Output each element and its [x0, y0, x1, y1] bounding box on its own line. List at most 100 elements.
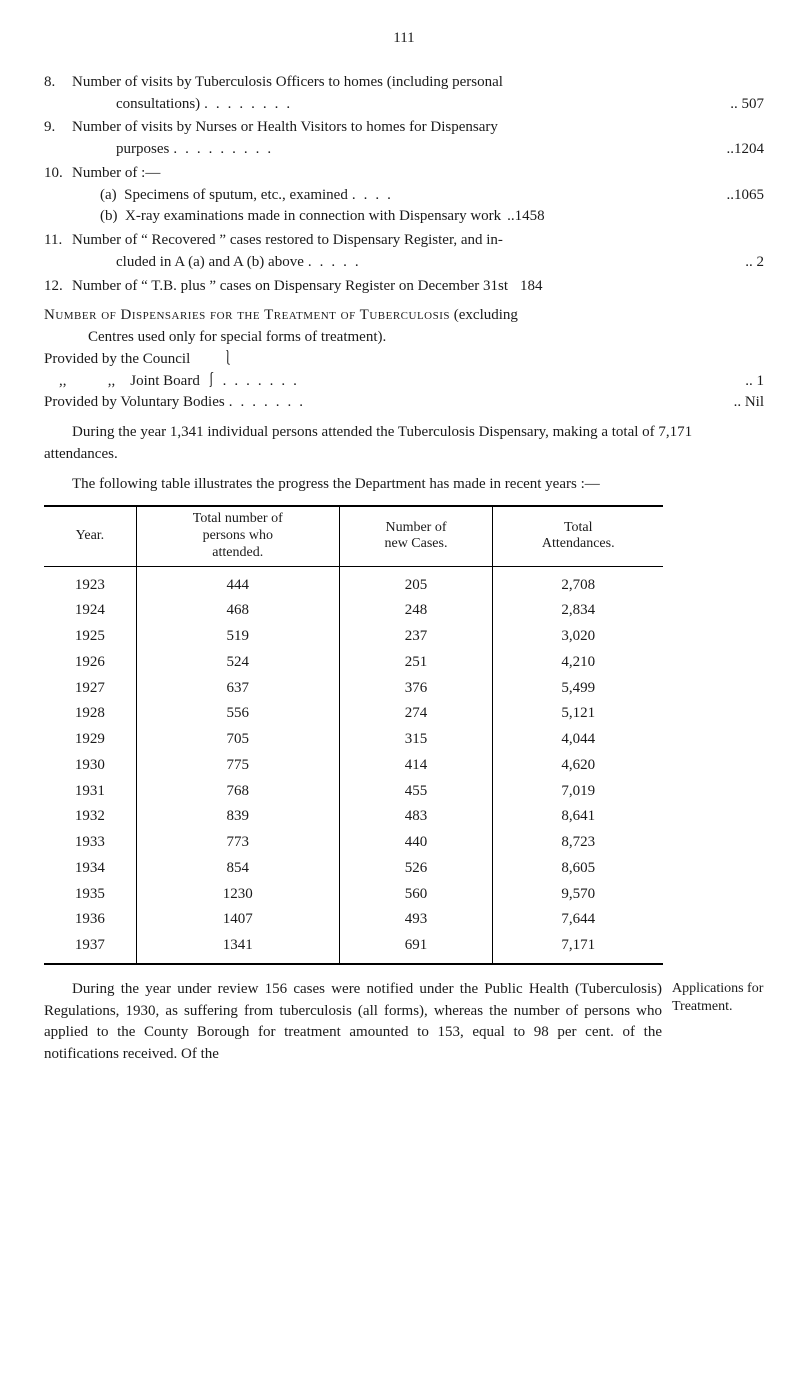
table-row: 193512305609,570 — [44, 882, 663, 908]
table-cell: 4,620 — [493, 753, 663, 779]
table-row: 19297053154,044 — [44, 727, 663, 753]
table-cell: 1936 — [44, 907, 136, 933]
item-11-value: .. 2 — [739, 252, 764, 274]
table-cell: 3,020 — [493, 624, 663, 650]
dots: ....... — [219, 371, 740, 393]
table-cell: 5,499 — [493, 676, 663, 702]
page-number: 111 — [44, 28, 764, 50]
table-cell: 376 — [339, 676, 493, 702]
table-row: 19348545268,605 — [44, 856, 663, 882]
table-cell: 4,210 — [493, 650, 663, 676]
table-row: 19276373765,499 — [44, 676, 663, 702]
paragraph-2: The following table illustrates the prog… — [44, 474, 764, 496]
margin-note: Applications for Treatment. — [672, 979, 764, 1066]
table-cell: 8,641 — [493, 804, 663, 830]
table-cell: 8,723 — [493, 830, 663, 856]
item-10b: (b) X-ray examinations made in connectio… — [100, 206, 501, 228]
item-10b-value: ..1458 — [501, 206, 545, 228]
table-cell: 1937 — [44, 933, 136, 964]
list-number: 11. — [44, 230, 72, 252]
table-cell: 444 — [136, 566, 339, 598]
closing-paragraph: During the year under review 156 cases w… — [44, 979, 662, 1066]
dots: ..... — [304, 252, 739, 274]
table-cell: 775 — [136, 753, 339, 779]
list-item-9: 9. Number of visits by Nurses or Health … — [44, 117, 764, 161]
table-cell: 4,044 — [493, 727, 663, 753]
list-number: 8. — [44, 72, 72, 94]
dispensaries-line2: Centres used only for special forms of t… — [88, 327, 764, 349]
closing-block: During the year under review 156 cases w… — [44, 979, 764, 1066]
table-cell: 1230 — [136, 882, 339, 908]
voluntary-value: .. Nil — [728, 392, 764, 414]
table-cell: 1933 — [44, 830, 136, 856]
item-10a-value: ..1065 — [721, 185, 765, 207]
col-persons: Total number of persons who attended. — [136, 506, 339, 566]
table-row: 19285562745,121 — [44, 701, 663, 727]
table-cell: 1935 — [44, 882, 136, 908]
table-row: 19328394838,641 — [44, 804, 663, 830]
table-cell: 1407 — [136, 907, 339, 933]
table-cell: 5,121 — [493, 701, 663, 727]
item-12-value: 184 — [508, 276, 543, 298]
table-cell: 560 — [339, 882, 493, 908]
item-11-cont: cluded in A (a) and A (b) above — [116, 252, 304, 274]
table-cell: 1931 — [44, 779, 136, 805]
table-cell: 315 — [339, 727, 493, 753]
table-cell: 455 — [339, 779, 493, 805]
table-cell: 1923 — [44, 566, 136, 598]
table-cell: 768 — [136, 779, 339, 805]
table-cell: 1934 — [44, 856, 136, 882]
table-row: 19307754144,620 — [44, 753, 663, 779]
table-cell: 1925 — [44, 624, 136, 650]
table-cell: 1928 — [44, 701, 136, 727]
list-number: 10. — [44, 163, 72, 185]
table-cell: 7,644 — [493, 907, 663, 933]
table-row: 19255192373,020 — [44, 624, 663, 650]
provided-value: .. 1 — [739, 371, 764, 393]
table-cell: 237 — [339, 624, 493, 650]
table-cell: 8,605 — [493, 856, 663, 882]
table-cell: 1930 — [44, 753, 136, 779]
dispensaries-tail: (excluding — [450, 307, 518, 323]
provided-joint-row: ,, ,, Joint Board ⎰ ....... .. 1 — [44, 371, 764, 393]
table-cell: 2,834 — [493, 598, 663, 624]
provided-joint: ,, ,, Joint Board ⎰ — [44, 371, 219, 393]
table-row: 19244682482,834 — [44, 598, 663, 624]
item-11-line1: Number of “ Recovered ” cases restored t… — [72, 230, 764, 252]
item-9-line1: Number of visits by Nurses or Health Vis… — [72, 117, 764, 139]
table-cell: 251 — [339, 650, 493, 676]
table-cell: 524 — [136, 650, 339, 676]
table-row: 19234442052,708 — [44, 566, 663, 598]
table-cell: 1927 — [44, 676, 136, 702]
item-12-lead: Number of “ T.B. plus ” cases on Dispens… — [72, 276, 508, 298]
table-cell: 1932 — [44, 804, 136, 830]
table-cell: 468 — [136, 598, 339, 624]
list-number: 9. — [44, 117, 72, 139]
table-cell: 1924 — [44, 598, 136, 624]
table-cell: 2,708 — [493, 566, 663, 598]
table-row: 19317684557,019 — [44, 779, 663, 805]
table-cell: 440 — [339, 830, 493, 856]
table-cell: 7,019 — [493, 779, 663, 805]
paragraph-1: During the year 1,341 individual persons… — [44, 422, 764, 466]
col-newcases: Number of new Cases. — [339, 506, 493, 566]
table-cell: 483 — [339, 804, 493, 830]
item-9-value: ..1204 — [721, 139, 765, 161]
list-number: 12. — [44, 276, 72, 298]
table-cell: 9,570 — [493, 882, 663, 908]
table-cell: 414 — [339, 753, 493, 779]
attendance-table: Year. Total number of persons who attend… — [44, 505, 663, 965]
table-cell: 1926 — [44, 650, 136, 676]
table-cell: 248 — [339, 598, 493, 624]
table-row: 19265242514,210 — [44, 650, 663, 676]
item-10-lead: Number of :— — [72, 163, 764, 185]
table-row: 193713416917,171 — [44, 933, 663, 964]
dispensaries-title: Number of Dispensaries for the Treatment… — [44, 307, 450, 323]
dots: ....... — [225, 392, 728, 414]
dots: ......... — [169, 139, 720, 161]
list-item-8: 8. Number of visits by Tuberculosis Offi… — [44, 72, 764, 116]
dots: ........ — [200, 94, 724, 116]
item-8-line1: Number of visits by Tuberculosis Officer… — [72, 72, 764, 94]
col-year: Year. — [44, 506, 136, 566]
table-cell: 637 — [136, 676, 339, 702]
